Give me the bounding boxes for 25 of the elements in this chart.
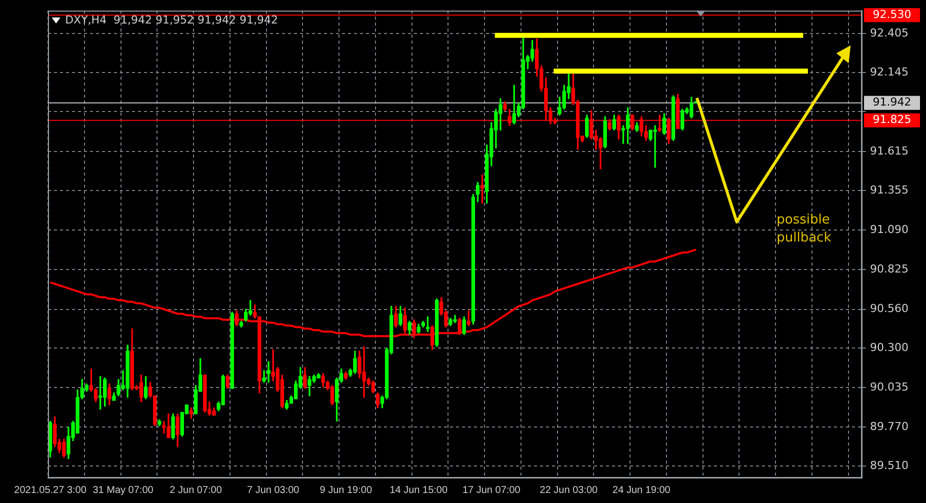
x-tick-label: 9 Jun 19:00 [320,484,372,496]
x-tick-label: 31 May 07:00 [92,484,154,496]
x-tick-label: 14 Jun 15:00 [390,484,448,496]
x-tick-label: 2021.05.27 3:00 [14,484,87,496]
x-tick-label: 7 Jun 03:00 [246,484,300,496]
x-tick-label: 22 Jun 03:00 [540,484,598,496]
y-tick-label: 90.300 [870,340,908,354]
ref-line-label: 91.942 [872,96,912,109]
y-tick-label: 91.355 [870,183,908,196]
y-tick-label: 90.035 [870,380,908,394]
y-tick-label: 91.615 [870,144,908,158]
ref-line-label: 91.825 [872,113,912,126]
x-tick-label: 17 Jun 07:00 [462,484,521,496]
y-tick-label: 90.825 [870,262,908,276]
x-tick-label: 24 Jun 19:00 [612,484,671,496]
y-tick-label: 89.510 [870,458,908,472]
chart-title: DXY,H4 91,942 91,952 91,942 91,942 [65,13,278,26]
y-tick-label: 89.770 [870,420,908,434]
x-tick-label: 2 Jun 07:00 [170,484,222,496]
y-tick-label: 92.405 [870,26,908,40]
ref-line-label: 92.530 [872,8,912,21]
y-tick-label: 92.145 [870,65,908,78]
y-tick-label: 91.090 [870,222,908,236]
annotation: possible pullback [776,212,832,246]
y-tick-label: 90.560 [870,302,908,316]
